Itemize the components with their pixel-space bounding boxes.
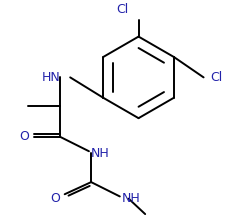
Text: Cl: Cl xyxy=(210,71,223,84)
Text: O: O xyxy=(20,130,29,143)
Text: HN: HN xyxy=(41,71,60,84)
Text: NH: NH xyxy=(91,147,110,160)
Text: NH: NH xyxy=(122,192,141,205)
Text: Cl: Cl xyxy=(116,3,128,16)
Text: O: O xyxy=(50,192,60,205)
